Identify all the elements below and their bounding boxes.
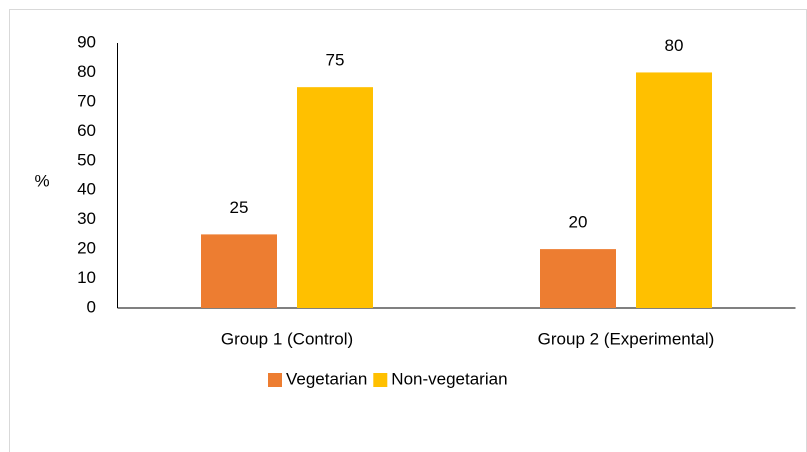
legend-swatch — [268, 373, 282, 387]
y-tick-label: 80 — [77, 62, 96, 81]
legend-label: Non-vegetarian — [391, 369, 507, 388]
x-tick-label: Group 1 (Control) — [221, 329, 353, 348]
data-label: 75 — [326, 51, 345, 70]
bar — [201, 234, 277, 308]
y-tick-label: 20 — [77, 239, 96, 258]
data-label: 25 — [230, 198, 249, 217]
bar — [540, 249, 616, 308]
data-label: 80 — [665, 36, 684, 55]
legend-swatch — [373, 373, 388, 387]
legend-label: Vegetarian — [286, 369, 367, 388]
x-tick-label: Group 2 (Experimental) — [538, 329, 715, 348]
y-tick-label: 10 — [77, 268, 96, 287]
y-tick-label: 40 — [77, 180, 96, 199]
y-tick-label: 0 — [87, 297, 96, 316]
y-tick-label: 70 — [77, 91, 96, 110]
y-tick-label: 30 — [77, 209, 96, 228]
data-label: 20 — [569, 213, 588, 232]
y-tick-label: 50 — [77, 150, 96, 169]
bar — [297, 87, 373, 309]
y-axis-label: % — [34, 171, 49, 190]
y-tick-label: 90 — [77, 32, 96, 51]
bar — [636, 72, 712, 308]
y-tick-label: 60 — [77, 121, 96, 140]
